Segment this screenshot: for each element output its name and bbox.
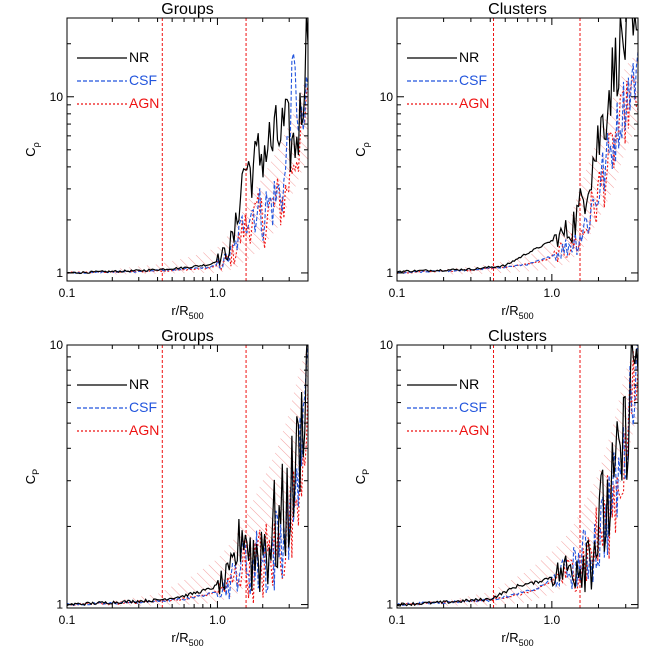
scatter-band [443,51,638,275]
x-axis-label: r/R500 [501,303,533,321]
y-axis-label: Cρ [23,142,41,157]
legend-label-csf: CSF [129,399,157,415]
panel-4: 0.1 1.0 1 10 Clusters r/R500 CP NR CSF AGN [353,328,639,648]
legend: NR CSF AGN [77,49,159,111]
y-tick-label: 1 [56,598,63,612]
panel-title: Clusters [488,1,547,18]
legend-label-nr: NR [129,49,149,65]
legend-label-agn: AGN [129,422,159,438]
panel-1: 0.1 1.0 1 10 Groups r/R500 Cρ NR CSF AGN [23,1,309,321]
legend-label-csf: CSF [459,399,487,415]
series-line-nr [397,345,638,607]
plot-area [397,18,638,281]
x-tick-label: 1.0 [209,613,226,627]
x-tick-label: 0.1 [59,613,76,627]
x-axis-label: r/R500 [501,630,533,648]
y-axis-label: Cρ [353,142,371,157]
legend: NR CSF AGN [77,376,159,438]
x-axis-label: r/R500 [171,303,203,321]
legend-label-nr: NR [129,376,149,392]
legend-label-agn: AGN [129,95,159,111]
scatter-band [112,345,308,606]
x-tick-label: 1.0 [544,286,561,300]
y-tick-label: 1 [386,266,393,280]
series-line-nr [67,18,308,275]
scatter-band [112,71,308,275]
legend-label-nr: NR [459,49,479,65]
series-line-nr [67,345,308,607]
y-axis-label: CP [353,469,371,484]
panel-title: Groups [161,1,213,18]
x-tick-label: 1.0 [544,613,561,627]
x-axis-label: r/R500 [171,630,203,648]
y-tick-label: 1 [56,266,63,280]
legend-label-nr: NR [459,376,479,392]
panel-title: Clusters [488,328,547,345]
series-line-agn [67,86,308,274]
x-tick-label: 1.0 [209,286,226,300]
panel-3: 0.1 1.0 1 10 Groups r/R500 CP NR CSF AGN [23,328,309,648]
legend: NR CSF AGN [407,49,489,111]
series-line-nr [397,18,638,274]
x-tick-label: 0.1 [59,286,76,300]
legend-label-agn: AGN [459,95,489,111]
legend-label-agn: AGN [459,422,489,438]
plot-area [397,345,638,608]
plot-area [67,18,308,281]
y-tick-label: 10 [50,90,64,104]
legend-label-csf: CSF [129,72,157,88]
series-line-agn [67,385,308,607]
y-tick-label: 1 [386,598,393,612]
y-axis-label: CP [23,469,41,484]
legend-label-csf: CSF [459,72,487,88]
panel-title: Groups [161,328,213,345]
y-tick-label: 10 [380,90,394,104]
axes-frame [66,344,309,609]
legend: NR CSF AGN [407,376,489,438]
series-line-csf [397,52,638,274]
panel-2: 0.1 1.0 1 10 Clusters r/R500 Cρ NR CSF AGN [353,1,639,321]
x-tick-label: 0.1 [389,286,406,300]
x-tick-label: 0.1 [389,613,406,627]
y-tick-label: 10 [50,338,64,352]
plot-area [67,345,308,608]
y-tick-label: 10 [380,338,394,352]
